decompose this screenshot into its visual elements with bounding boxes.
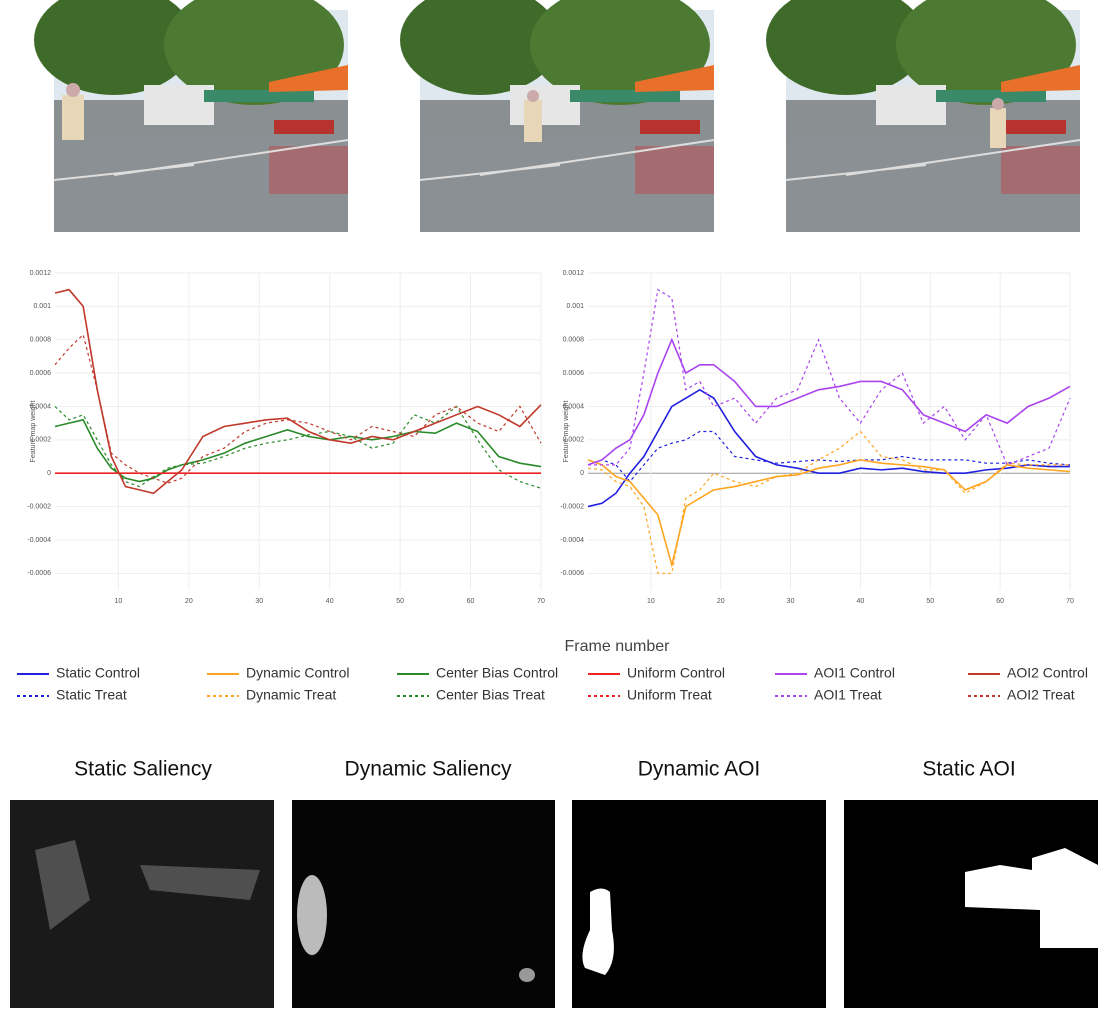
map-title: Static Saliency [74,758,212,781]
saliency-highlight [519,968,535,982]
series-line [588,432,1070,574]
legend-label: AOI2 Treat [1007,687,1075,703]
x-tick-label: 30 [255,598,263,605]
y-tick-label: -0.0002 [560,503,584,510]
y-axis-title: Feature map weight [563,401,570,463]
y-tick-label: -0.0006 [560,570,584,577]
legend-label: AOI1 Control [814,665,895,681]
map-title: Static AOI [922,758,1015,781]
legend-label: AOI1 Treat [814,687,882,703]
y-tick-label: 0.0012 [30,270,52,277]
legend-label: Static Treat [56,687,127,703]
x-tick-label: 40 [326,598,334,605]
series-line [55,335,541,483]
y-tick-label: -0.0004 [560,537,584,544]
x-tick-label: 50 [926,598,934,605]
series-line [55,406,541,488]
legend-label: Dynamic Control [246,665,349,681]
y-tick-label: 0 [580,470,584,477]
x-tick-label: 60 [467,598,475,605]
x-tick-label: 20 [717,598,725,605]
map-title: Dynamic AOI [638,758,761,781]
series-line [588,290,1070,465]
x-tick-label: 40 [857,598,865,605]
video-frame [34,0,348,232]
y-tick-label: 0.001 [33,303,51,310]
x-tick-label: 70 [537,598,545,605]
legend-label: Center Bias Control [436,665,558,681]
legend-label: Uniform Treat [627,687,712,703]
y-tick-label: 0.0012 [563,270,585,277]
x-tick-label: 10 [114,598,122,605]
y-tick-label: 0.0008 [30,337,52,344]
saliency-maps [10,800,1098,1008]
series-line [55,290,541,494]
legend-label: Static Control [56,665,140,681]
saliency-map [292,800,555,1008]
x-tick-label: 70 [1066,598,1074,605]
y-tick-label: 0.001 [566,303,584,310]
series-line [588,432,1070,482]
series-line [55,420,541,482]
x-tick-label: 60 [996,598,1004,605]
series-line [588,390,1070,507]
y-tick-label: 0 [47,470,51,477]
y-tick-label: -0.0004 [27,537,51,544]
map-title: Dynamic Saliency [345,758,512,781]
video-frame [766,0,1080,232]
x-tick-label: 20 [185,598,193,605]
x-tick-label: 10 [647,598,655,605]
y-tick-label: -0.0006 [27,570,51,577]
x-tick-label: 30 [787,598,795,605]
x-axis-title: Frame number [565,638,671,655]
legend-label: Dynamic Treat [246,687,336,703]
x-tick-label: 50 [396,598,404,605]
series-line [588,340,1070,465]
video-frame [400,0,714,232]
legend-label: Center Bias Treat [436,687,545,703]
y-axis-title: Feature map weight [30,401,37,463]
y-tick-label: 0.0006 [563,370,585,377]
video-frames [34,0,1080,232]
legend-label: Uniform Control [627,665,725,681]
saliency-highlight [297,875,327,955]
y-tick-label: 0.0008 [563,337,585,344]
figure: Frame number 0.0012 0.001 0.0008 0.0006 0.00… [0,0,1107,1010]
y-tick-label: -0.0002 [27,503,51,510]
legend-label: AOI2 Control [1007,665,1088,681]
series-line [588,460,1070,565]
y-tick-label: 0.0006 [30,370,52,377]
